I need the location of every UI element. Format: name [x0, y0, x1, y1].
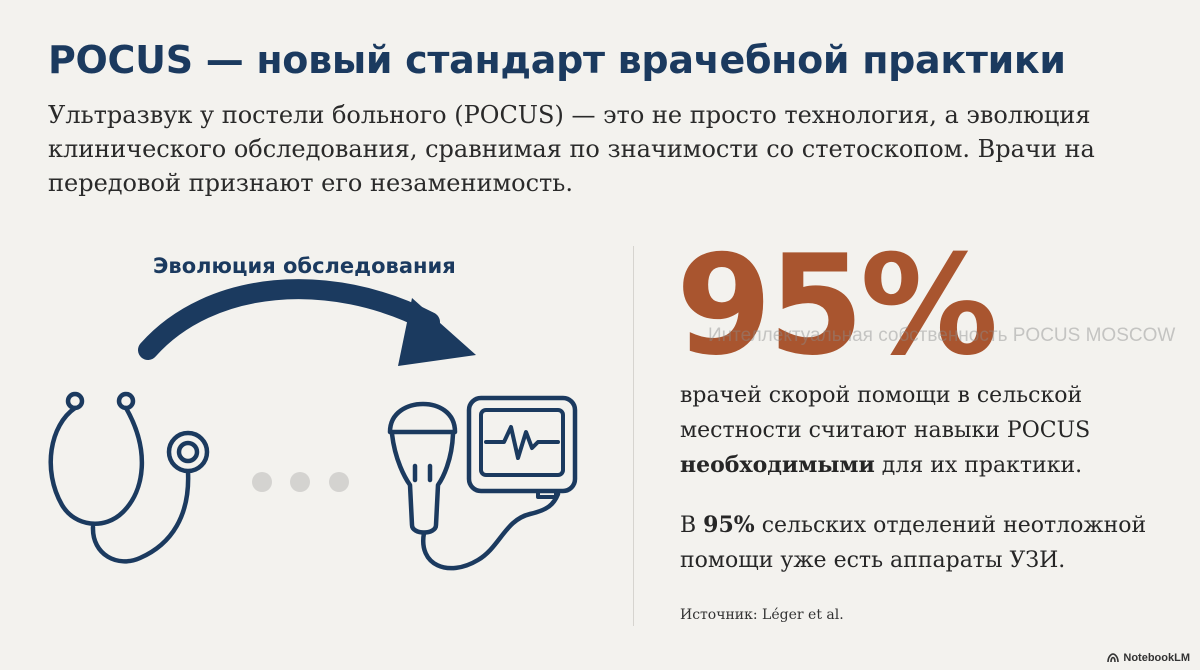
ellipsis-dots: [252, 472, 349, 492]
page-title: POCUS — новый стандарт врачебной практик…: [48, 38, 1066, 82]
stat-note-part2: сельских отделений неотложной помощи уже…: [680, 513, 1147, 573]
stat-note: В 95% сельских отделений неотложной помо…: [680, 508, 1150, 578]
evolution-label: Эволюция обследования: [153, 254, 456, 278]
ultrasound-probe-icon: [387, 401, 561, 571]
column-divider: [633, 246, 634, 626]
big-stat-number: 95%: [676, 225, 998, 386]
notebooklm-logo-icon: [1107, 653, 1120, 663]
brand-name: NotebookLM: [1123, 652, 1190, 664]
stat-description-part2: для их практики.: [874, 453, 1083, 478]
brand-mark: NotebookLM: [1107, 652, 1190, 664]
source-citation: Источник: Léger et al.: [680, 607, 844, 623]
stat-description-bold: необходимыми: [680, 452, 875, 478]
stat-note-bold: 95%: [703, 512, 755, 538]
curved-arrow-icon: [138, 279, 476, 366]
stat-description-part1: врачей скорой помощи в сельской местност…: [680, 383, 1091, 443]
intro-text: Ультразвук у постели больного (POCUS) — …: [48, 101, 1095, 197]
monitor-icon: [466, 395, 578, 499]
watermark: Интеллектуальная собственность POCUS MOS…: [708, 325, 1176, 346]
stat-description: врачей скорой помощи в сельской местност…: [680, 378, 1150, 483]
stethoscope-icon: [48, 391, 210, 564]
evolution-illustration: [48, 279, 578, 571]
stat-note-part1: В: [680, 513, 704, 538]
